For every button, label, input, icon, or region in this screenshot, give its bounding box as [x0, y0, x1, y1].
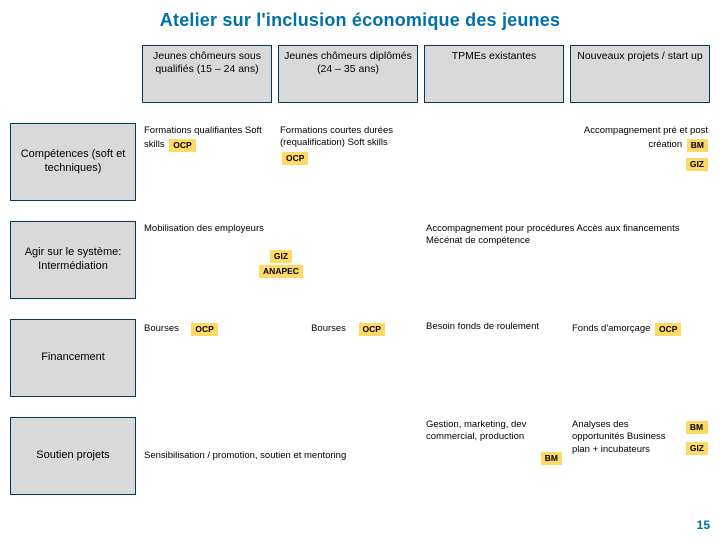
cell-text: Besoin fonds de roulement [426, 321, 539, 332]
cell-r1c2: Formations courtes durées (requalificati… [278, 123, 418, 201]
badge-ocp: OCP [655, 323, 681, 336]
cell-r4c12: Sensibilisation / promotion, soutien et … [142, 417, 418, 495]
cell-r2c12: Mobilisation des employeurs GIZ ANAPEC [142, 221, 418, 299]
col-header-1: Jeunes chômeurs sous qualifiés (15 – 24 … [142, 45, 272, 103]
cell-r3c1: Bourses OCP [142, 319, 272, 397]
badge-ocp: OCP [282, 152, 308, 165]
badge-giz: GIZ [686, 442, 708, 455]
col-header-2: Jeunes chômeurs diplômés (24 – 35 ans) [278, 45, 418, 103]
badge-giz: GIZ [686, 158, 708, 171]
row-header-intermediation: Agir sur le système: Intermédiation [10, 221, 136, 299]
badge-bm: BM [541, 452, 562, 465]
badge-bm: BM [687, 139, 708, 152]
row-header-soutien: Soutien projets [10, 417, 136, 495]
badge-giz: GIZ [270, 250, 292, 263]
cell-r4c4: Analyses des opportunités Business plan … [570, 417, 710, 495]
page-number: 15 [697, 518, 710, 532]
cell-r1c3 [424, 123, 564, 201]
badge-ocp: OCP [191, 323, 217, 336]
cell-r3c2: Bourses OCP [278, 319, 418, 397]
cell-text: Sensibilisation / promotion, soutien et … [144, 450, 346, 462]
cell-r1c4: Accompagnement pré et post création BM G… [570, 123, 710, 201]
cell-text: Formations qualifiantes Soft skills [144, 125, 262, 150]
badge-bm: BM [686, 421, 708, 434]
cell-r2c34: Accompagnement pour procédures Accès aux… [424, 221, 710, 299]
cell-r1c1: Formations qualifiantes Soft skills OCP [142, 123, 272, 201]
badge-anapec: ANAPEC [259, 265, 303, 278]
badge-ocp: OCP [169, 139, 195, 152]
matrix-grid: Jeunes chômeurs sous qualifiés (15 – 24 … [0, 45, 720, 495]
cell-r3c4: Fonds d'amorçage OCP [570, 319, 710, 397]
cell-text: Analyses des opportunités Business plan … [572, 419, 665, 455]
cell-text: Accompagnement pour procédures Accès aux… [426, 223, 679, 246]
cell-r4c3: Gestion, marketing, dev commercial, prod… [424, 417, 564, 495]
col-header-4: Nouveaux projets / start up [570, 45, 710, 103]
row-header-competences: Compétences (soft et techniques) [10, 123, 136, 201]
cell-text: Fonds d'amorçage [572, 323, 650, 334]
corner-empty [10, 45, 136, 103]
cell-text: Mobilisation des employeurs [144, 223, 264, 234]
cell-text: Formations courtes durées (requalificati… [280, 125, 393, 148]
page-title: Atelier sur l'inclusion économique des j… [0, 0, 720, 45]
cell-text: Bourses [144, 323, 179, 334]
col-header-3: TPMEs existantes [424, 45, 564, 103]
cell-text: Gestion, marketing, dev commercial, prod… [426, 419, 526, 442]
badge-ocp: OCP [359, 323, 385, 336]
cell-r3c3: Besoin fonds de roulement [424, 319, 564, 397]
row-header-financement: Financement [10, 319, 136, 397]
cell-text: Bourses [311, 323, 346, 334]
